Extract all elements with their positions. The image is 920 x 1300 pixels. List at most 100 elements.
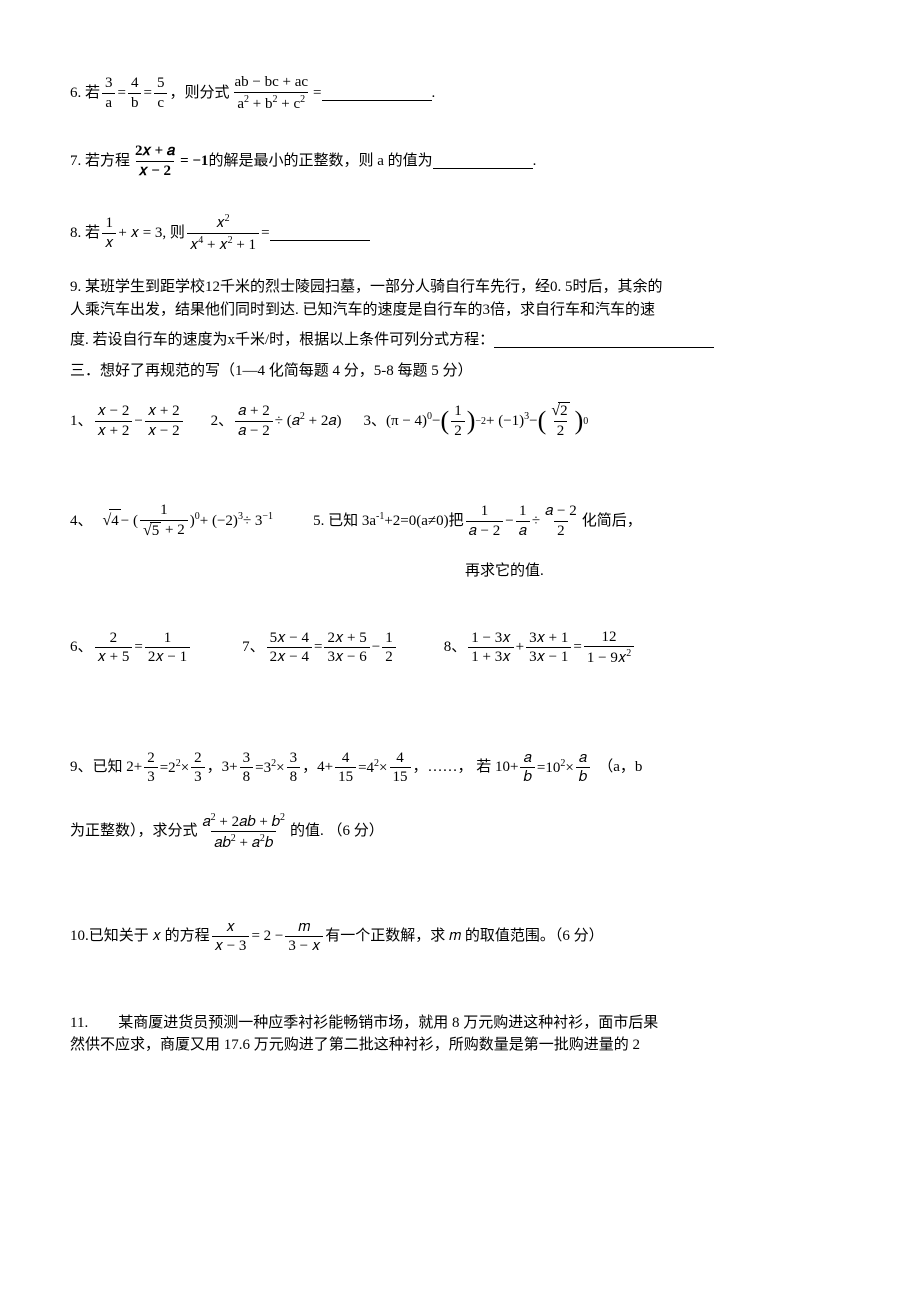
p8-label: 8、	[444, 636, 467, 659]
p3-label: 3、	[364, 410, 387, 433]
problem-9-line2: 为正整数），求分式 𝑎2 + 2𝑎𝑏 + 𝑏2 𝑎𝑏2 + 𝑎2𝑏 的值. （6…	[70, 807, 850, 857]
eq: =102×	[537, 756, 574, 780]
frac-main: ab − bc + ac a2 + b2 + c2	[231, 74, 311, 112]
exp: 0	[583, 414, 588, 429]
frac: 12	[382, 630, 396, 666]
frac: 1𝑎	[516, 503, 530, 539]
frac: 3𝑥 + 13𝑥 − 1	[526, 630, 571, 666]
blank-input[interactable]	[494, 332, 714, 348]
p4-label: 4、	[70, 510, 93, 533]
frac: 121 − 9𝑥2	[584, 629, 634, 667]
frac: 𝑎𝑏	[520, 750, 534, 786]
problems-6-8: 6、 2𝑥 + 5 = 12𝑥 − 1 7、 5𝑥 − 42𝑥 − 4 = 2𝑥…	[70, 623, 850, 673]
frac: 𝑚3 − 𝑥	[285, 919, 323, 955]
frac: 𝑎 + 2𝑎 − 2	[235, 403, 273, 439]
q7-label: 7. 若方程	[70, 150, 130, 173]
q7-eq: = −1	[180, 150, 208, 173]
frac: 12	[451, 403, 465, 439]
q9-l3: 度. 若设自行车的速度为x千米/时，根据以上条件可列分式方程：	[70, 329, 494, 352]
frac: 1 5 + 2	[140, 502, 188, 539]
eq: =42×	[358, 756, 387, 780]
frac: 415	[390, 750, 411, 786]
q7-tail: 的解是最小的正整数，则 a 的值为	[208, 150, 432, 173]
frac: 12𝑥 − 1	[145, 630, 190, 666]
eq: =32×	[255, 756, 284, 780]
p3-a: (π − 4)0	[386, 409, 432, 433]
p9-label: 9、已知 2+	[70, 756, 142, 779]
frac-3a: 3a	[102, 75, 116, 111]
eq: = 2 −	[251, 925, 283, 948]
section-3-title: 三．想好了再规范的写（1—4 化简每题 4 分，5-8 每题 5 分）	[70, 360, 850, 383]
frac: 2𝑥 + 5	[95, 630, 133, 666]
frac-5c: 5c	[154, 75, 168, 111]
p4-rp: )0	[190, 509, 200, 533]
t3: 3+	[222, 756, 238, 779]
question-9-text: 9. 某班学生到距学校12千米的烈士陵园扫墓，一部分人骑自行车先行，经0. 5时…	[70, 276, 850, 352]
p5-label: 5. 已知 3a-1+2=0(a≠0)把	[313, 509, 464, 533]
blank-input[interactable]	[322, 85, 432, 101]
frac: 𝑎2 + 2𝑎𝑏 + 𝑏2 𝑎𝑏2 + 𝑎2𝑏	[200, 812, 289, 852]
frac-1x: 1𝑥	[102, 215, 116, 251]
p4-plus: + (−2)3	[200, 509, 243, 533]
p7-label: 7、	[242, 636, 265, 659]
minus: −	[529, 410, 537, 433]
problem-9: 9、已知 2+ 23 =22× 23 ， 3+ 38 =32× 38 ， 4+ …	[70, 743, 850, 793]
p4-div: ÷ 3−1	[243, 509, 273, 533]
p10-label: 10.已知关于 𝑥 的方程	[70, 925, 210, 948]
question-7: 7. 若方程 2𝑥 + 𝑎 𝑥 − 2 = −1 的解是最小的正整数，则 a 的…	[70, 136, 850, 186]
div: ÷	[532, 510, 540, 533]
frac: 1 − 3𝑥1 + 3𝑥	[468, 630, 513, 666]
minus: −	[372, 636, 380, 659]
plus: +	[516, 636, 524, 659]
frac: 23	[144, 750, 158, 786]
t4: 4+	[317, 756, 333, 779]
q8-label: 8. 若	[70, 222, 100, 245]
problems-4-5: 4、 4 − ( 1 5 + 2 )0 + (−2)3 ÷ 3−1 5. 已知 …	[70, 496, 850, 546]
frac: 38	[287, 750, 301, 786]
comma: ，	[302, 756, 317, 779]
blank-input[interactable]	[433, 153, 533, 169]
frac: 2 2	[548, 402, 572, 439]
comma: ，	[207, 756, 222, 779]
q8-mid: + 𝑥 = 3, 则	[118, 222, 185, 245]
sqrt-icon: 4	[103, 509, 121, 533]
q9-l2: 人乘汽车出发，结果他们同时到达. 已知汽车的速度是自行车的3倍，求自行车和汽车的…	[70, 299, 850, 322]
p10-tail: 有一个正数解，求 𝑚 的取值范围。（6 分）	[325, 925, 603, 948]
blank-input[interactable]	[270, 225, 370, 241]
q6-label: 6. 若	[70, 82, 100, 105]
frac: 23	[191, 750, 205, 786]
p5-tail: 化简后，	[582, 510, 642, 533]
frac: 2𝑥 + 53𝑥 − 6	[324, 630, 369, 666]
eq: =	[261, 222, 269, 245]
problem-11: 11. 某商厦进货员预测一种应季衬衫能畅销市场，就用 8 万元购进这种衬衫，面市…	[70, 1012, 850, 1057]
frac: 𝑥𝑥 − 3	[212, 919, 250, 955]
question-8: 8. 若 1𝑥 + 𝑥 = 3, 则 𝑥2 𝑥4 + 𝑥2 + 1 =	[70, 208, 850, 258]
minus: −	[134, 410, 142, 433]
p2-div: ÷ (𝑎2 + 2𝑎)	[275, 409, 342, 433]
frac: 38	[240, 750, 254, 786]
frac-q7: 2𝑥 + 𝑎 𝑥 − 2	[132, 143, 178, 179]
minus: − (	[121, 510, 138, 533]
minus: −	[505, 510, 513, 533]
eq: =	[143, 82, 151, 105]
frac: 5𝑥 − 42𝑥 − 4	[267, 630, 312, 666]
q6-mid: ，则分式	[169, 82, 229, 105]
eq: =	[573, 636, 581, 659]
question-6: 6. 若 3a = 4b = 5c ，则分式 ab − bc + ac a2 +…	[70, 68, 850, 118]
frac: 1𝑎 − 2	[466, 503, 504, 539]
eq: =	[118, 82, 126, 105]
frac: 𝑎 − 22	[542, 503, 580, 539]
eq: =	[314, 636, 322, 659]
frac: 𝑥 − 2𝑥 + 2	[95, 403, 133, 439]
q9-l3-row: 度. 若设自行车的速度为x千米/时，根据以上条件可列分式方程：	[70, 329, 850, 352]
q9-l1: 9. 某班学生到距学校12千米的烈士陵园扫墓，一部分人骑自行车先行，经0. 5时…	[70, 276, 850, 299]
frac: 415	[335, 750, 356, 786]
p6-label: 6、	[70, 636, 93, 659]
p2-label: 2、	[211, 410, 234, 433]
p11-l1: 11. 某商厦进货员预测一种应季衬衫能畅销市场，就用 8 万元购进这种衬衫，面市…	[70, 1012, 850, 1035]
eq: =	[134, 636, 142, 659]
frac-4b: 4b	[128, 75, 142, 111]
p11-l2: 然供不应求，商厦又用 17.6 万元购进了第二批这种衬衫，所购数量是第一批购进量…	[70, 1034, 850, 1057]
period: .	[533, 150, 537, 173]
p9-l2a: 为正整数），求分式	[70, 820, 198, 843]
